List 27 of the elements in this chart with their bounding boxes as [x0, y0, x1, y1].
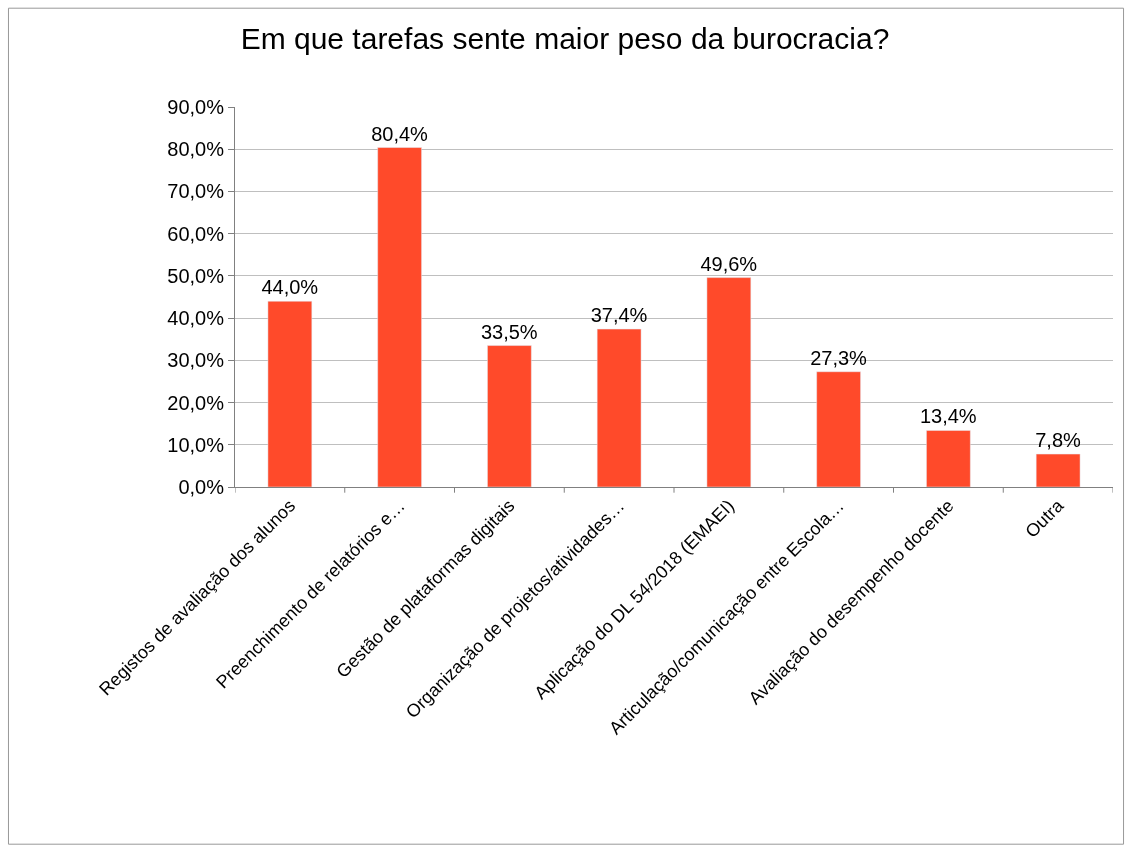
data-label: 33,5% — [480, 320, 538, 343]
data-label: 44,0% — [261, 276, 319, 299]
data-label: 13,4% — [919, 405, 977, 428]
y-tick-label: 50,0% — [167, 264, 225, 287]
y-tick-label: 90,0% — [167, 96, 225, 118]
chart-title: Em que tarefas sente maior peso da burocracia? — [240, 21, 890, 55]
bar — [377, 147, 422, 487]
bar — [926, 430, 971, 487]
bar — [267, 300, 313, 487]
y-tick-label: 30,0% — [167, 349, 225, 372]
y-tick-label: 0,0% — [178, 476, 225, 498]
bar — [706, 277, 752, 487]
data-label: 27,3% — [810, 346, 868, 369]
y-tick-label: 40,0% — [167, 307, 225, 330]
bar — [816, 371, 861, 487]
y-tick-label: 70,0% — [167, 180, 225, 203]
data-label: 49,6% — [700, 252, 758, 275]
bar — [487, 345, 532, 487]
data-label: 80,4% — [371, 122, 429, 145]
data-label: 37,4% — [590, 304, 648, 327]
y-tick-label: 20,0% — [167, 391, 225, 414]
bar — [1035, 453, 1081, 487]
y-tick-label: 10,0% — [167, 433, 225, 456]
bar — [596, 328, 642, 487]
y-tick-label: 60,0% — [167, 222, 225, 245]
data-label: 7,8% — [1035, 429, 1082, 452]
y-tick-label: 80,0% — [167, 138, 225, 161]
